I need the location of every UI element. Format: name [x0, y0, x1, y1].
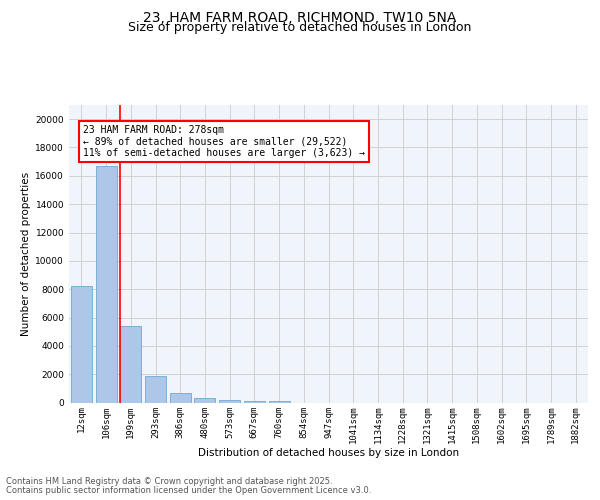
Bar	[145, 376, 166, 402]
Bar	[219, 400, 240, 402]
Bar	[244, 401, 265, 402]
X-axis label: Distribution of detached houses by size in London: Distribution of detached houses by size …	[198, 448, 459, 458]
Text: Contains public sector information licensed under the Open Government Licence v3: Contains public sector information licen…	[6, 486, 371, 495]
Text: Contains HM Land Registry data © Crown copyright and database right 2025.: Contains HM Land Registry data © Crown c…	[6, 477, 332, 486]
Bar	[194, 398, 215, 402]
Text: 23, HAM FARM ROAD, RICHMOND, TW10 5NA: 23, HAM FARM ROAD, RICHMOND, TW10 5NA	[143, 11, 457, 25]
Bar	[95, 166, 116, 402]
Bar	[71, 286, 92, 403]
Y-axis label: Number of detached properties: Number of detached properties	[21, 172, 31, 336]
Bar	[120, 326, 141, 402]
Text: 23 HAM FARM ROAD: 278sqm
← 89% of detached houses are smaller (29,522)
11% of se: 23 HAM FARM ROAD: 278sqm ← 89% of detach…	[83, 125, 365, 158]
Bar	[170, 394, 191, 402]
Text: Size of property relative to detached houses in London: Size of property relative to detached ho…	[128, 22, 472, 35]
